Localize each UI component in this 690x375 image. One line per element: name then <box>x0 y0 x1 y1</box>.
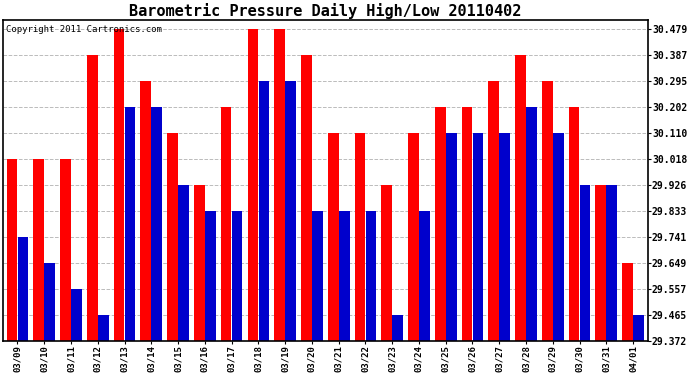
Bar <box>114 29 124 341</box>
Bar <box>473 133 483 341</box>
Bar <box>44 263 55 341</box>
Bar <box>60 159 71 341</box>
Bar <box>515 55 526 341</box>
Bar <box>339 211 350 341</box>
Bar <box>312 211 323 341</box>
Title: Barometric Pressure Daily High/Low 20110402: Barometric Pressure Daily High/Low 20110… <box>129 3 522 19</box>
Bar <box>553 133 564 341</box>
Bar <box>526 107 537 341</box>
Bar <box>382 185 392 341</box>
Bar <box>500 133 510 341</box>
Bar <box>87 55 98 341</box>
Bar <box>141 81 151 341</box>
Bar <box>542 81 553 341</box>
Bar <box>462 107 473 341</box>
Bar <box>248 29 258 341</box>
Bar <box>7 159 17 341</box>
Bar <box>285 81 296 341</box>
Bar <box>259 81 269 341</box>
Bar <box>232 211 242 341</box>
Bar <box>622 263 633 341</box>
Bar <box>419 211 430 341</box>
Bar <box>366 211 376 341</box>
Bar <box>194 185 205 341</box>
Bar <box>489 81 499 341</box>
Bar <box>167 133 178 341</box>
Bar <box>221 107 231 341</box>
Bar <box>569 107 580 341</box>
Bar <box>152 107 162 341</box>
Bar <box>125 107 135 341</box>
Bar <box>275 29 285 341</box>
Bar <box>607 185 617 341</box>
Bar <box>18 237 28 341</box>
Bar <box>205 211 216 341</box>
Text: Copyright 2011 Cartronics.com: Copyright 2011 Cartronics.com <box>6 25 162 34</box>
Bar <box>393 315 403 341</box>
Bar <box>595 185 607 341</box>
Bar <box>435 107 446 341</box>
Bar <box>355 133 365 341</box>
Bar <box>446 133 457 341</box>
Bar <box>633 315 644 341</box>
Bar <box>178 185 189 341</box>
Bar <box>33 159 44 341</box>
Bar <box>408 133 419 341</box>
Bar <box>98 315 108 341</box>
Bar <box>301 55 312 341</box>
Bar <box>328 133 339 341</box>
Bar <box>580 185 591 341</box>
Bar <box>71 289 82 341</box>
